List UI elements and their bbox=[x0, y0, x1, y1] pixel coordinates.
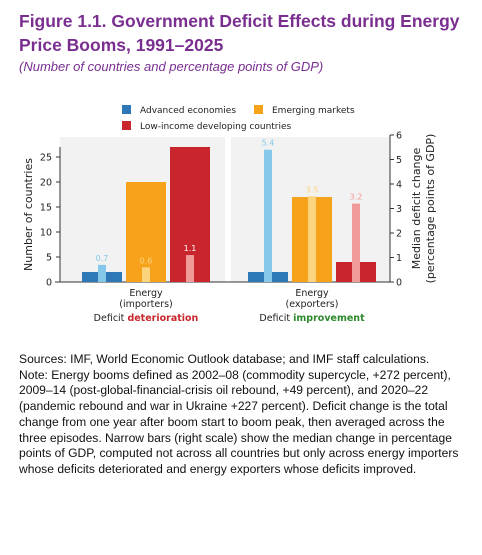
category-label-line: (importers) bbox=[119, 299, 172, 310]
chart-legend: Advanced economies Emerging markets Low-in… bbox=[122, 105, 355, 132]
category-caption: Deficit improvement bbox=[259, 313, 365, 324]
median-label-lidc_light-1: 3.2 bbox=[350, 193, 363, 202]
category-caption-emphasis: improvement bbox=[293, 313, 365, 324]
legend-swatch-emerging bbox=[254, 105, 263, 114]
category-label-line: Energy bbox=[129, 288, 163, 299]
right-tick-label: 5 bbox=[396, 155, 402, 166]
right-axis-title-line-0: Median deficit change bbox=[410, 147, 423, 269]
left-tick-label: 15 bbox=[40, 203, 52, 214]
right-tick-label: 3 bbox=[396, 204, 402, 215]
category-caption-prefix: Deficit bbox=[259, 313, 293, 324]
category-label-line: (exporters) bbox=[286, 299, 339, 310]
figure-notes: Sources: IMF, World Economic Outlook dat… bbox=[19, 352, 471, 478]
median-label-advanced_light-0: 0.7 bbox=[96, 254, 109, 263]
right-tick-label: 2 bbox=[396, 229, 402, 240]
legend-swatch-lidc bbox=[122, 121, 131, 130]
median-bar-advanced_light-1 bbox=[264, 149, 272, 282]
right-tick-label: 6 bbox=[396, 131, 402, 142]
legend-swatch-advanced bbox=[122, 105, 131, 114]
median-bar-emerging_light-1 bbox=[308, 196, 316, 282]
median-label-emerging_light-1: 3.5 bbox=[306, 185, 319, 194]
median-label-emerging_light-0: 0.6 bbox=[140, 256, 153, 265]
right-axis-title-line-1: (percentage points of GDP) bbox=[424, 134, 437, 284]
left-tick-label: 25 bbox=[40, 153, 52, 164]
median-label-advanced_light-1: 5.4 bbox=[262, 139, 275, 148]
note-text: Note: Energy booms defined as 2002–08 (c… bbox=[19, 367, 459, 476]
category-label-line: Energy bbox=[295, 288, 329, 299]
sources-text: Sources: IMF, World Economic Outlook dat… bbox=[19, 352, 430, 366]
median-bar-lidc_light-0 bbox=[186, 255, 194, 282]
category-caption-prefix: Deficit bbox=[94, 313, 128, 324]
legend-label-emerging: Emerging markets bbox=[272, 106, 355, 116]
right-axis: 0 1 2 3 4 5 6 Median deficit change (percentage … bbox=[389, 131, 437, 289]
left-tick-label: 20 bbox=[40, 178, 52, 189]
figure-title: Figure 1.1. Government Deficit Effects d… bbox=[19, 11, 460, 55]
left-tick-label: 10 bbox=[40, 228, 52, 239]
chart-panels bbox=[60, 137, 390, 282]
median-label-lidc_light-0: 1.1 bbox=[184, 244, 197, 253]
legend-label-advanced: Advanced economies bbox=[140, 106, 236, 116]
median-bar-emerging_light-0 bbox=[142, 267, 150, 282]
right-tick-label: 4 bbox=[396, 180, 402, 191]
left-axis: 0 5 10 15 20 25 Number of countries bbox=[22, 147, 390, 289]
deficit-effects-chart: Advanced economies Emerging markets Low-in… bbox=[22, 105, 437, 324]
left-tick-label: 5 bbox=[46, 253, 52, 264]
category-caption: Deficit deterioration bbox=[94, 313, 199, 324]
right-tick-label: 0 bbox=[396, 278, 402, 289]
left-axis-title: Number of countries bbox=[22, 158, 35, 271]
figure-subtitle: (Number of countries and percentage poin… bbox=[19, 59, 324, 74]
bar-emerging-0 bbox=[126, 182, 166, 282]
category-labels: Energy(importers)Deficit deteriorationEn… bbox=[94, 288, 365, 324]
median-bar-advanced_light-0 bbox=[98, 264, 106, 282]
left-tick-label: 0 bbox=[46, 278, 52, 289]
legend-label-lidc: Low-income developing countries bbox=[140, 122, 292, 132]
category-caption-emphasis: deterioration bbox=[127, 313, 198, 324]
right-tick-label: 1 bbox=[396, 253, 402, 264]
median-bar-lidc_light-1 bbox=[352, 203, 360, 282]
median-bars: 0.7 0.6 1.1 5.4 3.5 3.2 bbox=[96, 139, 363, 282]
